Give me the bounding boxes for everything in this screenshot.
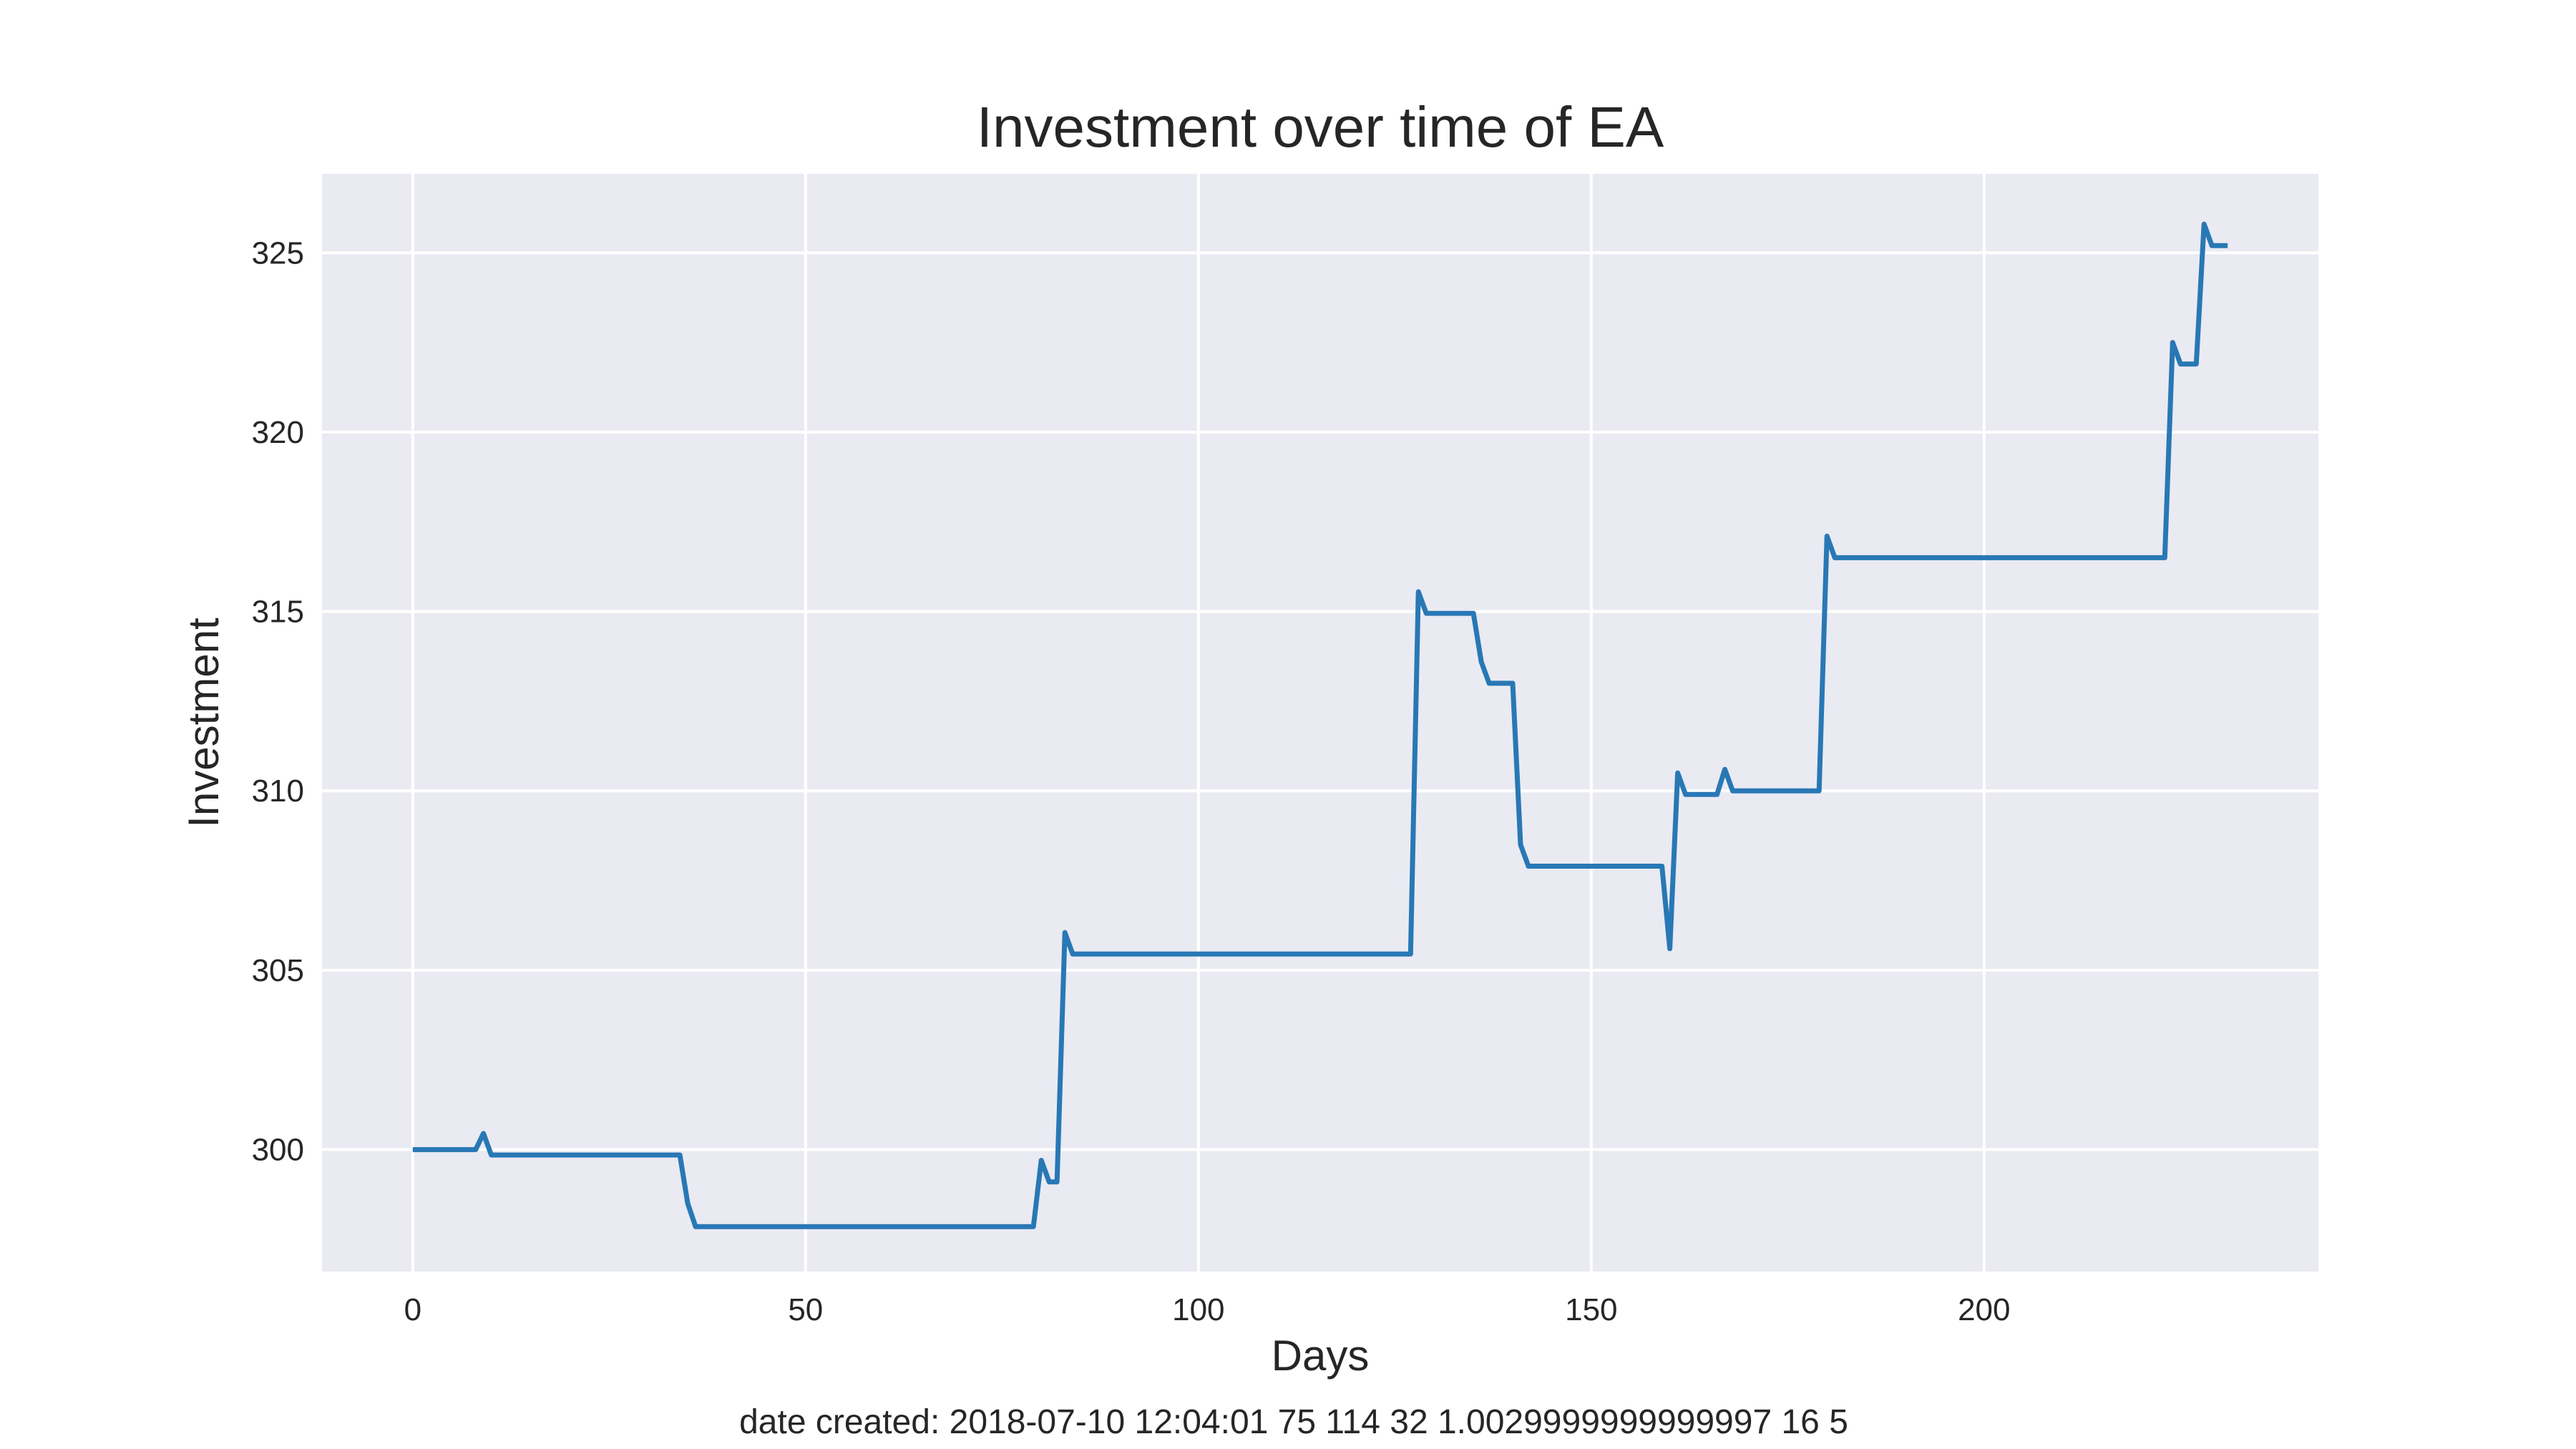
- x-tick-label: 100: [1172, 1292, 1224, 1327]
- footnote: date created: 2018-07-10 12:04:01 75 114…: [739, 1403, 1848, 1441]
- series-line: [412, 221, 2228, 1229]
- x-tick-label: 0: [404, 1292, 421, 1327]
- y-tick-label: 320: [252, 415, 304, 450]
- y-tick-label: 305: [252, 953, 304, 988]
- y-tick-label: 310: [252, 774, 304, 809]
- grid: [322, 174, 2318, 1272]
- x-tick-label: 50: [788, 1292, 823, 1327]
- y-tick-label: 300: [252, 1133, 304, 1168]
- x-tick-label: 150: [1565, 1292, 1617, 1327]
- plot-area: [322, 174, 2318, 1272]
- series-group: [412, 221, 2228, 1229]
- x-axis-label: Days: [1272, 1332, 1370, 1380]
- y-tick-label: 315: [252, 595, 304, 630]
- y-tick-label: 325: [252, 235, 304, 270]
- tick-labels: 0 50 100 150 200 300 305 310 315 320 325: [252, 235, 2011, 1327]
- x-tick-label: 200: [1958, 1292, 2010, 1327]
- chart-title: Investment over time of EA: [977, 95, 1664, 159]
- y-axis-label: Investment: [180, 618, 228, 828]
